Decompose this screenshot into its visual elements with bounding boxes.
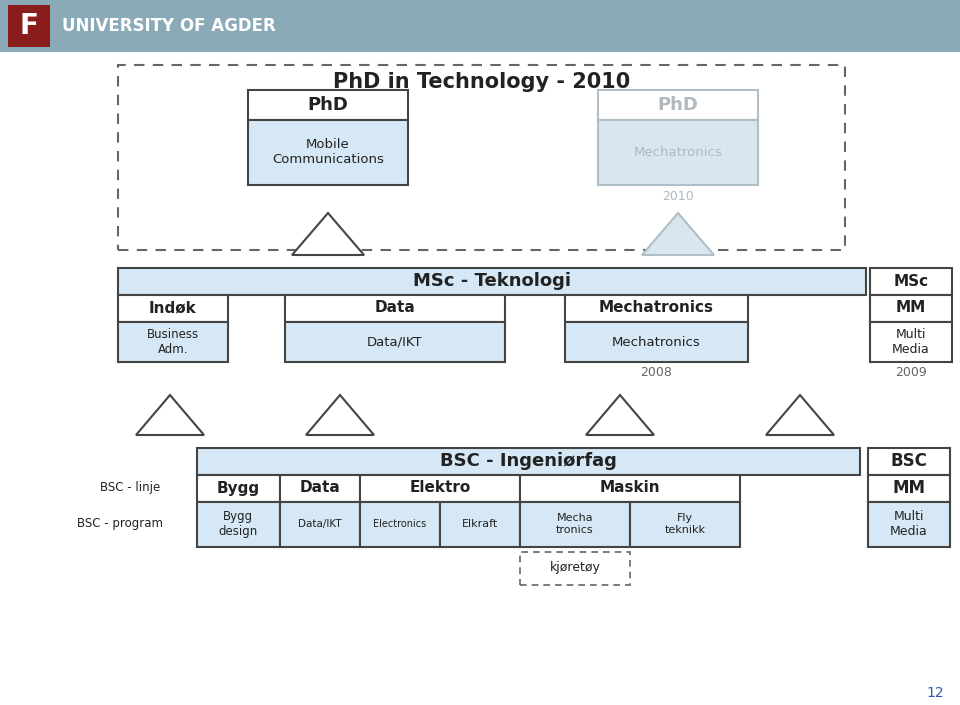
Text: BSC - Ingeniørfag: BSC - Ingeniørfag [440, 452, 617, 470]
Text: Maskin: Maskin [600, 481, 660, 496]
Bar [8, 5, 50, 47]
Bar [565, 322, 748, 362]
Text: Mechatronics: Mechatronics [634, 145, 722, 159]
Text: Mecha
tronics: Mecha tronics [556, 513, 594, 535]
Bar [565, 295, 748, 322]
Bar [197, 475, 280, 502]
Bar [870, 295, 952, 322]
Bar [280, 502, 360, 547]
Bar [360, 502, 440, 547]
Bar [868, 502, 950, 547]
Text: Fly
teknikk: Fly teknikk [664, 513, 706, 535]
Bar [118, 268, 866, 295]
Text: F: F [19, 12, 38, 40]
Text: Multi
Media: Multi Media [892, 328, 930, 356]
Bar [520, 552, 630, 585]
Bar [280, 475, 360, 502]
Text: BSC - linje: BSC - linje [100, 482, 160, 494]
Text: Data: Data [300, 481, 341, 496]
Text: Indøk: Indøk [149, 300, 197, 316]
Bar [520, 502, 630, 547]
Bar [870, 322, 952, 362]
Text: MM: MM [893, 479, 925, 497]
Text: 12: 12 [926, 686, 944, 700]
Polygon shape [766, 395, 834, 435]
Text: MSc: MSc [894, 274, 928, 288]
Bar [248, 90, 408, 120]
Text: PhD: PhD [307, 96, 348, 114]
Bar [197, 448, 860, 475]
Bar [248, 120, 408, 185]
Text: Mechatronics: Mechatronics [598, 300, 713, 316]
Bar [520, 475, 740, 502]
Text: Business
Adm.: Business Adm. [147, 328, 199, 356]
Text: Mobile
Communications: Mobile Communications [272, 138, 384, 166]
Text: Elkraft: Elkraft [462, 519, 498, 529]
Bar [360, 475, 520, 502]
Text: Mechatronics: Mechatronics [612, 336, 701, 348]
Text: Data: Data [374, 300, 416, 316]
Bar [868, 448, 950, 475]
Polygon shape [306, 395, 374, 435]
Polygon shape [586, 395, 654, 435]
Bar [868, 475, 950, 502]
Polygon shape [642, 213, 714, 255]
Text: MM: MM [896, 300, 926, 316]
Bar [440, 502, 520, 547]
Text: Bygg
design: Bygg design [218, 510, 257, 538]
Bar [118, 322, 228, 362]
Bar [285, 295, 505, 322]
Text: kjøretøy: kjøretøy [549, 561, 600, 575]
Text: 2010: 2010 [662, 190, 694, 204]
Text: 2008: 2008 [640, 365, 672, 379]
Polygon shape [136, 395, 204, 435]
Text: Multi
Media: Multi Media [890, 510, 928, 538]
Bar [598, 90, 758, 120]
Text: Electronics: Electronics [373, 519, 426, 529]
Bar [598, 120, 758, 185]
Text: BSC: BSC [891, 452, 927, 470]
Text: Data/IKT: Data/IKT [367, 336, 422, 348]
Text: BSC - program: BSC - program [77, 517, 163, 530]
Polygon shape [292, 213, 364, 255]
Text: PhD: PhD [658, 96, 699, 114]
Bar [285, 322, 505, 362]
Text: Data/IKT: Data/IKT [299, 519, 342, 529]
Text: UNIVERSITY OF AGDER: UNIVERSITY OF AGDER [62, 17, 276, 35]
Bar [0, 0, 960, 52]
Text: 2009: 2009 [895, 365, 926, 379]
Text: PhD in Technology - 2010: PhD in Technology - 2010 [333, 72, 630, 92]
Text: Elektro: Elektro [409, 481, 470, 496]
Bar [630, 502, 740, 547]
Bar [118, 295, 228, 322]
Bar [870, 268, 952, 295]
Bar [118, 65, 845, 250]
Text: Bygg: Bygg [216, 481, 259, 496]
Bar [197, 502, 280, 547]
Text: MSc - Teknologi: MSc - Teknologi [413, 272, 571, 290]
